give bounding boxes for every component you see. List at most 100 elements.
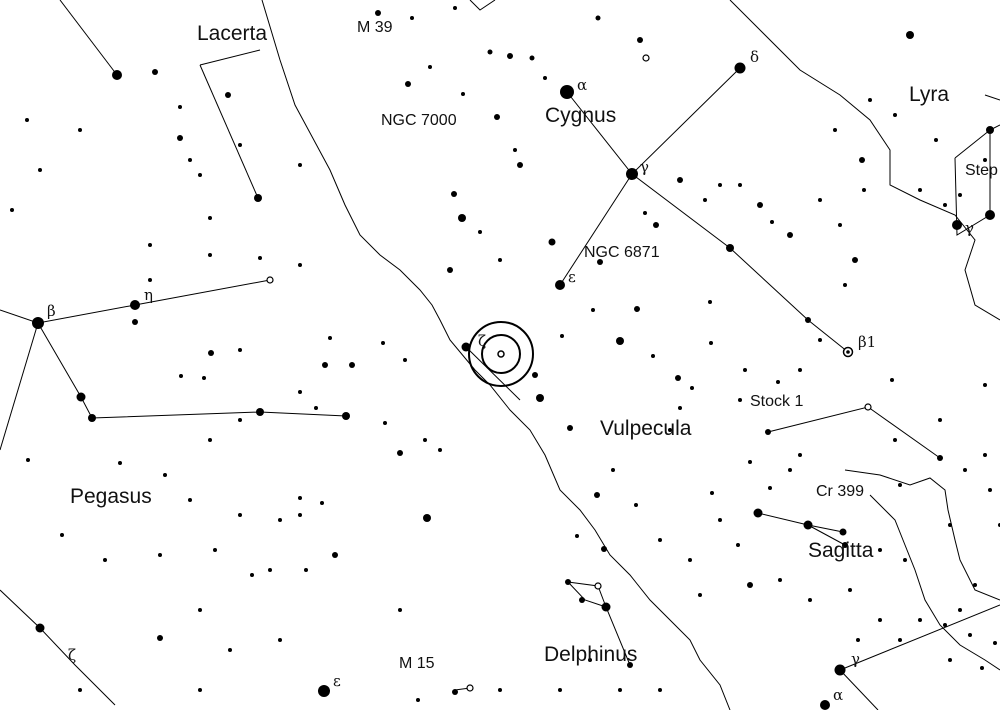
star-epsilon-pegasi bbox=[318, 685, 330, 697]
field-star bbox=[718, 518, 722, 522]
field-star bbox=[453, 6, 457, 10]
star-eta-pegasi bbox=[130, 300, 140, 310]
field-star bbox=[565, 579, 571, 585]
pegasus-lines-1 bbox=[0, 279, 271, 324]
label-ngc6871: NGC 6871 bbox=[584, 244, 660, 261]
star-beta-pegasi bbox=[32, 317, 44, 329]
field-star bbox=[718, 183, 722, 187]
field-star bbox=[653, 222, 659, 228]
field-star bbox=[588, 658, 592, 662]
field-star bbox=[487, 49, 493, 55]
field-star bbox=[848, 588, 852, 592]
label-gamma-sagittae: γ bbox=[851, 650, 860, 668]
field-star bbox=[765, 429, 771, 435]
field-star bbox=[736, 543, 740, 547]
field-star bbox=[839, 528, 847, 536]
field-star bbox=[26, 458, 30, 462]
field-star bbox=[198, 688, 202, 692]
field-star bbox=[698, 593, 702, 597]
field-star bbox=[637, 37, 643, 43]
field-star bbox=[601, 546, 607, 552]
field-star bbox=[349, 362, 355, 368]
field-star bbox=[634, 306, 640, 312]
field-star bbox=[973, 583, 977, 587]
field-star bbox=[76, 392, 86, 402]
field-star bbox=[112, 70, 122, 80]
field-star bbox=[983, 453, 987, 457]
field-star bbox=[238, 143, 242, 147]
field-star bbox=[743, 368, 747, 372]
field-star bbox=[548, 238, 556, 246]
field-star bbox=[397, 450, 403, 456]
field-star bbox=[893, 113, 897, 117]
field-star bbox=[658, 688, 662, 692]
field-star bbox=[560, 334, 564, 338]
field-star bbox=[328, 336, 332, 340]
field-star bbox=[738, 183, 742, 187]
field-star bbox=[958, 608, 962, 612]
label-beta1-cygni: β1 bbox=[858, 333, 876, 351]
star-gamma-sagittae bbox=[834, 664, 846, 676]
field-star bbox=[118, 461, 122, 465]
field-star bbox=[188, 498, 192, 502]
label-lyra: Lyra bbox=[909, 83, 949, 106]
field-star bbox=[675, 375, 681, 381]
sagitta-lines-2 bbox=[807, 524, 846, 546]
field-star bbox=[903, 558, 907, 562]
label-zeta-cygni: ζ bbox=[478, 332, 486, 350]
field-star bbox=[798, 453, 802, 457]
field-star bbox=[298, 390, 302, 394]
field-star bbox=[78, 688, 82, 692]
field-star bbox=[278, 518, 282, 522]
field-star bbox=[478, 230, 482, 234]
stock1-marker bbox=[864, 403, 872, 411]
field-star bbox=[383, 421, 387, 425]
field-star bbox=[787, 232, 793, 238]
field-star bbox=[238, 513, 242, 517]
boundary-cygnus-lyra bbox=[729, 0, 1000, 321]
star-alpha-cygni bbox=[560, 85, 574, 99]
field-star bbox=[948, 658, 952, 662]
field-star bbox=[753, 508, 763, 518]
field-star bbox=[757, 202, 763, 208]
dso-markers bbox=[266, 54, 872, 692]
field-star bbox=[898, 638, 902, 642]
field-star bbox=[833, 128, 837, 132]
field-star bbox=[651, 354, 655, 358]
field-star bbox=[238, 418, 242, 422]
dso-marker-2 bbox=[266, 276, 274, 284]
field-star bbox=[78, 128, 82, 132]
field-star bbox=[517, 162, 523, 168]
field-star bbox=[332, 552, 338, 558]
constellation-boundaries bbox=[261, 0, 1000, 710]
lacerta-lines bbox=[59, 0, 118, 76]
field-star bbox=[428, 65, 432, 69]
field-star bbox=[690, 386, 694, 390]
label-gamma-cygni: γ bbox=[640, 158, 649, 176]
pegasus-lines-4 bbox=[0, 589, 116, 706]
field-star bbox=[298, 496, 302, 500]
field-star bbox=[342, 412, 350, 420]
field-star bbox=[738, 398, 742, 402]
field-star bbox=[498, 258, 502, 262]
cygnus-lines-body bbox=[559, 173, 633, 286]
field-star bbox=[258, 256, 262, 260]
vulpecula-lines-2 bbox=[767, 406, 941, 459]
star-zeta-cygni bbox=[461, 342, 471, 352]
field-star bbox=[890, 378, 894, 382]
field-star bbox=[805, 317, 811, 323]
label-stephenson1: Step bbox=[965, 162, 998, 179]
field-star bbox=[852, 257, 858, 263]
label-delphinus: Delphinus bbox=[544, 643, 637, 666]
boundary-sagitta bbox=[844, 469, 1000, 601]
field-star bbox=[304, 568, 308, 572]
label-stock1: Stock 1 bbox=[750, 393, 803, 410]
field-star bbox=[314, 406, 318, 410]
field-star bbox=[148, 278, 152, 282]
lacerta-lines-3 bbox=[199, 64, 259, 199]
field-star bbox=[536, 394, 544, 402]
constellation-labels: Lacerta Cygnus Lyra Vulpecula Pegasus Sa… bbox=[70, 22, 949, 666]
vulpecula-lines bbox=[465, 346, 521, 401]
field-star bbox=[937, 455, 943, 461]
field-star bbox=[410, 16, 414, 20]
